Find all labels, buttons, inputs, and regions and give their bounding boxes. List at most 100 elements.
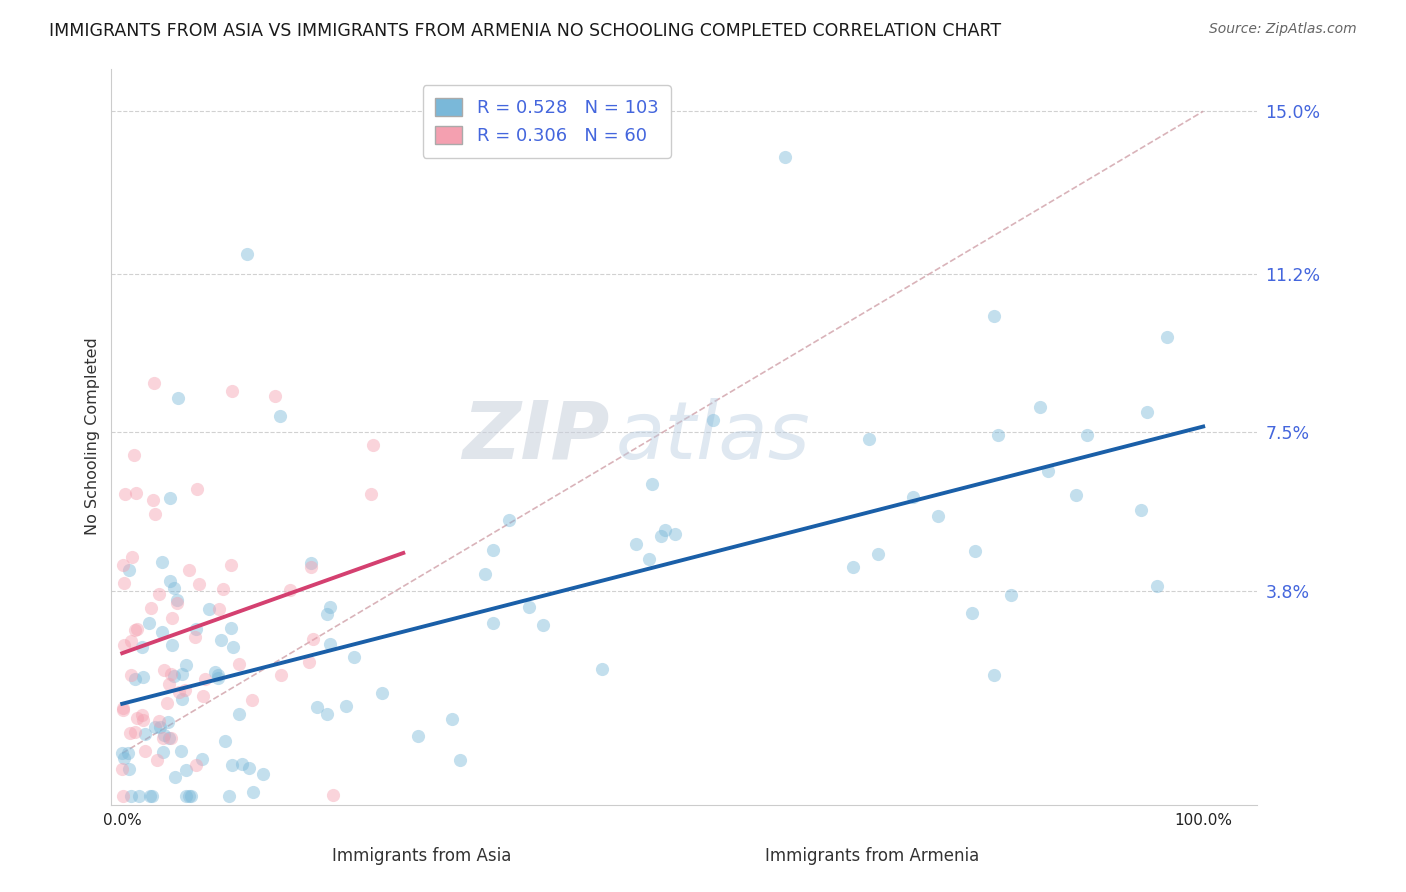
- Point: [927, 509, 949, 524]
- Point: [176, 789, 198, 803]
- Point: [773, 150, 796, 164]
- Point: [264, 389, 287, 403]
- Point: [121, 550, 143, 565]
- Point: [186, 482, 208, 496]
- Point: [159, 491, 181, 505]
- Point: [111, 746, 134, 760]
- Point: [139, 600, 162, 615]
- Point: [1076, 427, 1098, 442]
- Point: [517, 599, 540, 614]
- Point: [650, 529, 672, 543]
- Point: [370, 686, 392, 700]
- Point: [179, 563, 201, 577]
- Point: [591, 661, 613, 675]
- Point: [228, 706, 250, 721]
- Point: [160, 638, 183, 652]
- Point: [858, 432, 880, 446]
- Point: [316, 607, 339, 622]
- Point: [1000, 588, 1022, 602]
- Point: [299, 559, 322, 574]
- Point: [702, 413, 724, 427]
- Point: [531, 618, 554, 632]
- Point: [125, 622, 148, 636]
- Point: [120, 726, 142, 740]
- Point: [901, 490, 924, 504]
- Point: [218, 789, 240, 803]
- Point: [131, 640, 153, 655]
- Point: [987, 428, 1010, 442]
- Point: [157, 731, 180, 745]
- Point: [193, 689, 215, 703]
- Point: [208, 602, 231, 616]
- Point: [150, 625, 173, 640]
- Point: [165, 771, 187, 785]
- Point: [1136, 405, 1159, 419]
- Point: [128, 789, 150, 803]
- Point: [112, 703, 135, 717]
- Point: [177, 789, 200, 803]
- Point: [127, 711, 149, 725]
- Point: [360, 487, 382, 501]
- Point: [198, 602, 221, 616]
- Point: [124, 725, 146, 739]
- Point: [302, 632, 325, 646]
- Point: [186, 758, 208, 772]
- Y-axis label: No Schooling Completed: No Schooling Completed: [86, 338, 100, 535]
- Point: [166, 593, 188, 607]
- Point: [252, 766, 274, 780]
- Point: [221, 558, 243, 572]
- Point: [219, 621, 242, 635]
- Point: [112, 789, 135, 803]
- Point: [221, 757, 243, 772]
- Point: [148, 714, 170, 729]
- Point: [184, 622, 207, 636]
- Point: [482, 543, 505, 558]
- Point: [118, 762, 141, 776]
- Point: [299, 556, 322, 570]
- Point: [120, 668, 142, 682]
- Point: [120, 789, 142, 803]
- Point: [305, 699, 328, 714]
- Point: [190, 751, 212, 765]
- Point: [112, 576, 135, 591]
- Point: [654, 523, 676, 537]
- Point: [441, 712, 464, 726]
- Point: [1156, 330, 1178, 344]
- Point: [160, 731, 183, 745]
- Point: [142, 493, 165, 508]
- Point: [209, 633, 232, 648]
- Point: [319, 637, 342, 651]
- Point: [166, 596, 188, 610]
- Point: [318, 600, 340, 615]
- Point: [172, 691, 194, 706]
- Point: [141, 789, 163, 803]
- Point: [180, 789, 202, 803]
- Point: [222, 640, 245, 654]
- Text: Source: ZipAtlas.com: Source: ZipAtlas.com: [1209, 22, 1357, 37]
- Point: [322, 788, 344, 802]
- Point: [112, 751, 135, 765]
- Point: [156, 696, 179, 710]
- Point: [111, 763, 134, 777]
- Point: [174, 683, 197, 698]
- Point: [157, 676, 180, 690]
- Point: [960, 606, 983, 620]
- Point: [449, 753, 471, 767]
- Point: [638, 552, 661, 566]
- Point: [482, 616, 505, 631]
- Point: [1064, 488, 1087, 502]
- Point: [132, 670, 155, 684]
- Text: ZIP: ZIP: [463, 398, 610, 475]
- Point: [270, 668, 292, 682]
- Point: [132, 713, 155, 727]
- Point: [149, 720, 172, 734]
- Point: [361, 437, 384, 451]
- Point: [194, 673, 217, 687]
- Point: [228, 657, 250, 671]
- Point: [143, 376, 166, 391]
- Point: [335, 699, 357, 714]
- Point: [139, 789, 162, 803]
- Point: [111, 701, 134, 715]
- Point: [117, 746, 139, 760]
- Point: [152, 663, 174, 677]
